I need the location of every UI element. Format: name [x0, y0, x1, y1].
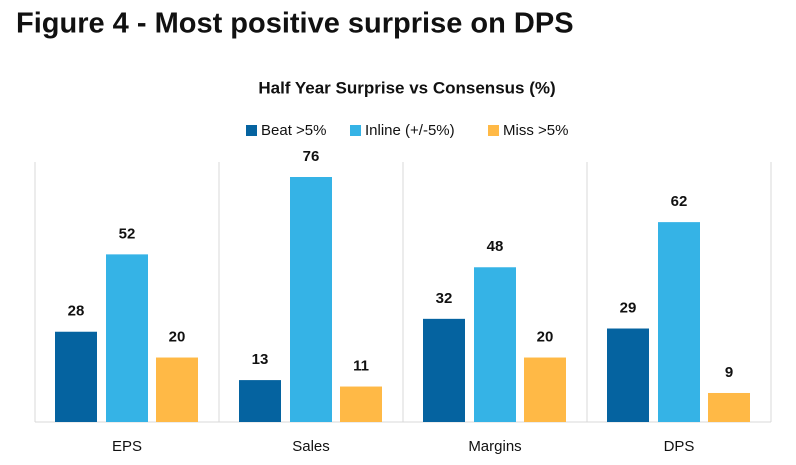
legend-swatch — [488, 125, 499, 136]
legend-swatch — [246, 125, 257, 136]
bar — [474, 267, 516, 422]
bar — [423, 318, 465, 422]
x-tick-label: DPS — [664, 438, 695, 455]
chart-title: Half Year Surprise vs Consensus (%) — [258, 78, 555, 97]
value-label: 29 — [620, 299, 637, 316]
bar — [106, 254, 148, 422]
bar — [239, 380, 281, 422]
bar — [607, 328, 649, 422]
value-label: 11 — [353, 358, 369, 375]
value-label: 62 — [671, 193, 688, 210]
legend-label: Beat >5% — [261, 122, 326, 139]
bar — [708, 392, 750, 422]
bar — [340, 386, 382, 422]
legend-swatch — [350, 125, 361, 136]
value-label: 76 — [303, 148, 320, 165]
value-label: 28 — [68, 303, 85, 320]
x-tick-label: Margins — [468, 438, 521, 455]
x-tick-label: EPS — [112, 438, 142, 455]
value-label: 20 — [537, 328, 554, 345]
value-label: 9 — [725, 364, 733, 381]
bar — [156, 357, 198, 422]
legend-label: Miss >5% — [503, 122, 568, 139]
bar — [55, 331, 97, 422]
page-heading: Figure 4 - Most positive surprise on DPS — [16, 8, 574, 40]
bar — [658, 222, 700, 422]
bar — [524, 357, 566, 422]
value-label: 52 — [119, 225, 136, 242]
value-label: 32 — [436, 290, 453, 307]
value-label: 20 — [169, 328, 186, 345]
value-label: 13 — [252, 351, 269, 368]
legend-label: Inline (+/-5%) — [365, 122, 455, 139]
x-tick-label: Sales — [292, 438, 330, 455]
bar — [290, 177, 332, 422]
value-label: 48 — [487, 238, 504, 255]
